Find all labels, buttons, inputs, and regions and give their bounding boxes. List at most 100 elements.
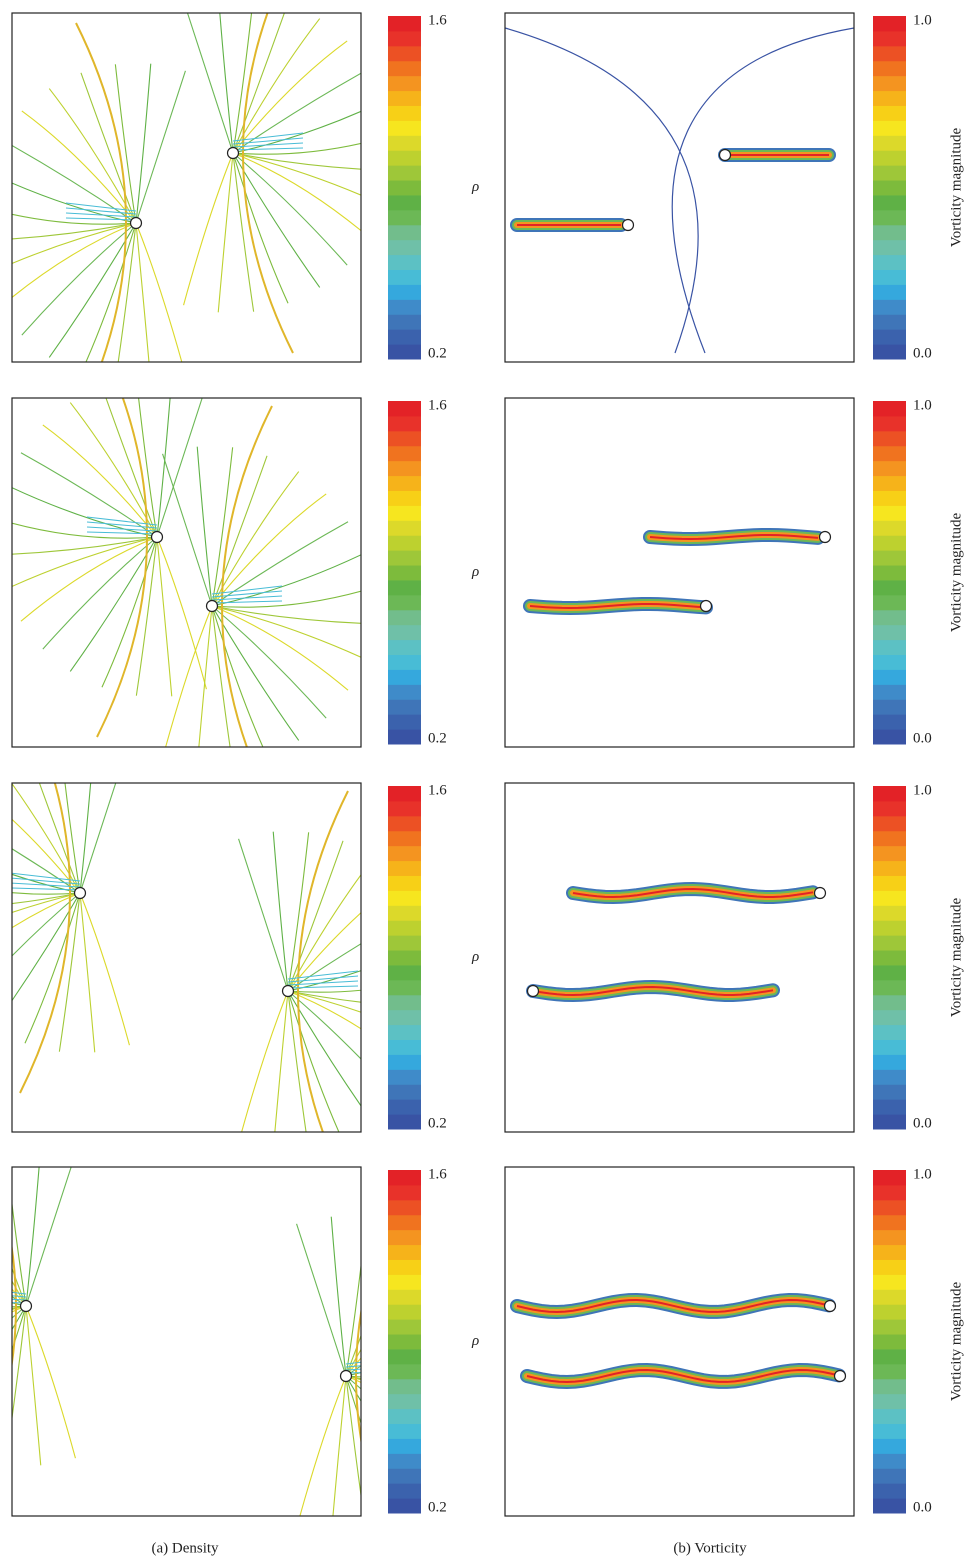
density-contour [105,398,158,538]
density-contour [345,1375,361,1380]
density-contour [12,1305,27,1422]
density-contour [287,873,361,992]
colorbar-band [388,239,421,256]
density-contour [12,213,137,225]
wake-contour [345,1365,361,1368]
colorbar-band [873,460,906,477]
density-contour [232,13,285,154]
vorticity-plot [526,882,827,1003]
density-contour [12,1280,27,1307]
density-contour [21,222,137,336]
colorbar-band [388,490,421,506]
density-contour [79,892,130,1046]
wake-contour [65,202,137,212]
shock [221,405,273,747]
density-contour [42,536,158,650]
plot-frame [11,782,362,1133]
colorbar-band [388,1184,421,1201]
colorbar-band [388,135,421,151]
colorbar-band [873,284,906,300]
colorbar-band [873,60,906,77]
body [150,530,164,544]
density-plot [12,13,361,362]
colorbar-band [873,1259,906,1275]
colorbar-band [873,979,906,996]
density-contour [217,152,234,313]
colorbar-band [388,401,421,417]
colorbar-band [873,475,906,491]
colorbar-label: ρ [471,564,479,580]
density-contour [25,1305,42,1466]
wake-contour [287,975,359,983]
colorbar-band [388,165,421,181]
colorbar-band [388,565,421,581]
density-contour [42,424,158,538]
colorbar-band [873,875,906,891]
vorticity-plot [505,27,854,354]
density-contour [135,222,150,362]
density-contour [287,970,361,992]
colorbar-band [388,830,421,847]
colorbar-band [388,1084,421,1100]
density-contour [156,398,203,538]
density-contour [80,72,137,224]
colorbar-max: 1.0 [913,782,932,798]
wake-contour [287,970,359,980]
density-contour [21,110,137,224]
colorbar-band [873,1084,906,1100]
colorbar-band [873,224,906,241]
density-contour [12,1288,27,1307]
colorbar-band [388,684,421,700]
body [205,599,219,613]
colorbar-band [873,815,906,832]
wake-contour [65,217,137,221]
density-contour [287,990,361,1030]
colorbar-band [873,860,906,876]
colorbar-band [873,105,906,121]
colorbar-band [873,16,906,32]
density-contour [332,1375,347,1516]
density-contour [211,605,327,719]
colorbar-max: 1.6 [428,12,447,28]
colorbar-band [873,845,906,862]
density-contour [211,554,361,607]
density-contour [211,447,234,607]
shock [297,790,349,1132]
density-contour [12,873,81,894]
density-contour [238,838,289,992]
colorbar-band [388,75,421,92]
colorbar-band [388,1319,421,1335]
body [818,530,832,544]
wake-contour [232,132,304,142]
colorbar-band [873,1274,906,1290]
colorbar-band [873,830,906,847]
colorbar-band [873,490,906,506]
density-contour [12,818,81,894]
shock [242,13,294,354]
body [19,1299,33,1313]
colorbar-band [388,890,421,906]
density-contour [114,64,137,224]
body [813,886,827,900]
colorbar-band [873,1114,906,1130]
colorbar-min: 0.2 [428,1499,447,1515]
shock [355,1306,361,1446]
density-contour [287,990,340,1132]
density-plot [12,783,361,1132]
colorbar-band [873,535,906,551]
colorbar-band [388,815,421,832]
colorbar-band [388,90,421,106]
colorbar-band [388,1289,421,1305]
density-contour [12,222,137,299]
colorbar-band [873,1393,906,1410]
wake-contour [12,1291,27,1295]
density-contour [64,783,81,894]
colorbar-band [388,535,421,551]
colorbar-band [388,209,421,226]
density-contour [232,110,361,154]
colorbar-band [873,920,906,936]
colorbar-band [873,1319,906,1335]
wake-contour [12,882,81,888]
colorbar-band [388,1393,421,1410]
